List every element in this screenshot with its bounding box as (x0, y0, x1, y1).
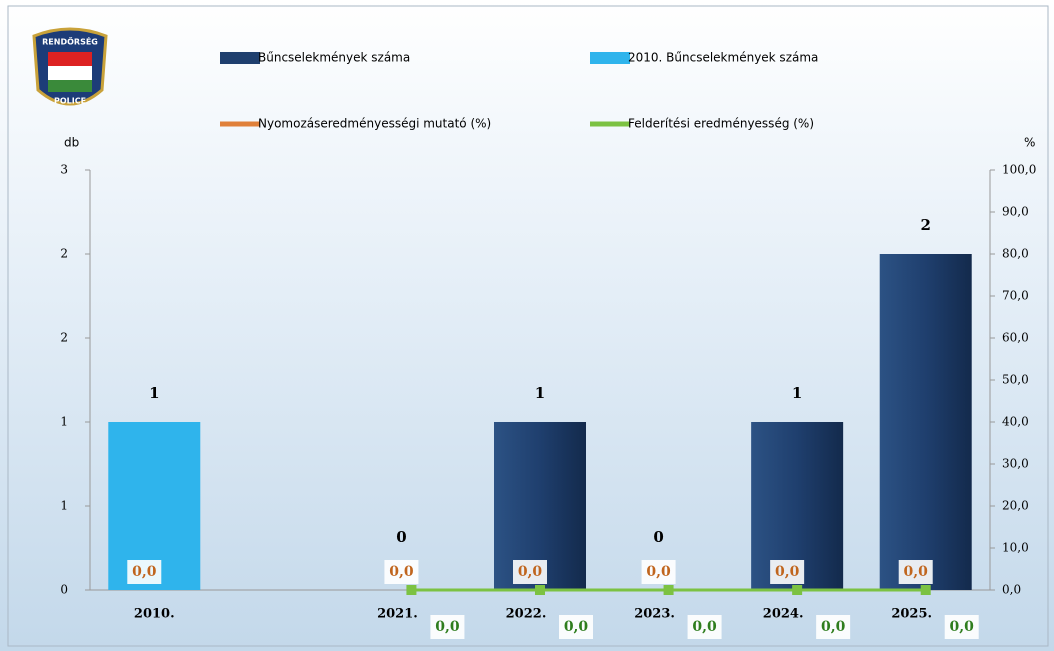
line-marker (406, 585, 416, 595)
value-label: 0,0 (775, 564, 800, 580)
y2-tick-label: 20,0 (1002, 499, 1029, 513)
value-label: 0,0 (132, 564, 157, 580)
line-marker (921, 585, 931, 595)
y2-axis-label: % (1024, 136, 1035, 150)
logo-text: POLICE (54, 97, 86, 106)
x-tick-label: 2021. (377, 607, 418, 622)
line-marker (664, 585, 674, 595)
value-label: 0,0 (821, 619, 846, 635)
legend-label: Bűncselekmények száma (258, 51, 410, 65)
y2-tick-label: 30,0 (1002, 457, 1029, 471)
legend-swatch (590, 52, 630, 64)
bar-value-label: 1 (149, 384, 159, 402)
value-label: 0,0 (692, 619, 717, 635)
y2-tick-label: 10,0 (1002, 541, 1029, 555)
bar (880, 254, 972, 590)
value-label: 0,0 (564, 619, 589, 635)
y-tick-label: 1 (60, 499, 68, 513)
y2-tick-label: 50,0 (1002, 373, 1029, 387)
value-label: 0,0 (646, 564, 671, 580)
y2-tick-label: 60,0 (1002, 331, 1029, 345)
y-tick-label: 3 (60, 163, 68, 177)
logo-stripe (48, 80, 92, 92)
legend-label: 2010. Bűncselekmények száma (628, 51, 818, 65)
bar-value-label: 1 (535, 384, 545, 402)
bar-value-label: 2 (920, 216, 930, 234)
y2-tick-label: 70,0 (1002, 289, 1029, 303)
bar-value-label: 0 (653, 528, 663, 546)
y2-tick-label: 0,0 (1002, 583, 1021, 597)
line-marker (535, 585, 545, 595)
y-tick-label: 1 (60, 415, 68, 429)
y2-tick-label: 80,0 (1002, 247, 1029, 261)
y-tick-label: 2 (60, 331, 68, 345)
chart: RENDŐRSÉG POLICE db % 0112230,010,020,03… (0, 0, 1054, 651)
value-label: 0,0 (435, 619, 460, 635)
logo-text: RENDŐRSÉG (42, 36, 98, 47)
y2-tick-label: 100,0 (1002, 163, 1036, 177)
y-tick-label: 0 (60, 583, 68, 597)
y2-tick-label: 40,0 (1002, 415, 1029, 429)
value-label: 0,0 (518, 564, 543, 580)
logo: RENDŐRSÉG POLICE (34, 29, 106, 106)
value-label: 0,0 (950, 619, 975, 635)
x-tick-label: 2010. (134, 607, 175, 622)
logo-stripe (48, 66, 92, 80)
value-label: 0,0 (904, 564, 929, 580)
line-marker (792, 585, 802, 595)
legend-label: Felderítési eredményesség (%) (628, 117, 814, 131)
legend-swatch (220, 52, 260, 64)
y-axis-label: db (64, 136, 79, 150)
x-tick-label: 2022. (506, 607, 547, 622)
x-tick-label: 2025. (891, 607, 932, 622)
logo-stripe (48, 52, 92, 66)
x-tick-label: 2023. (634, 607, 675, 622)
y2-tick-label: 90,0 (1002, 205, 1029, 219)
x-tick-label: 2024. (763, 607, 804, 622)
bar-value-label: 1 (792, 384, 802, 402)
value-label: 0,0 (389, 564, 414, 580)
y-tick-label: 2 (60, 247, 68, 261)
legend-label: Nyomozáseredményességi mutató (%) (258, 117, 491, 131)
bar-value-label: 0 (396, 528, 406, 546)
